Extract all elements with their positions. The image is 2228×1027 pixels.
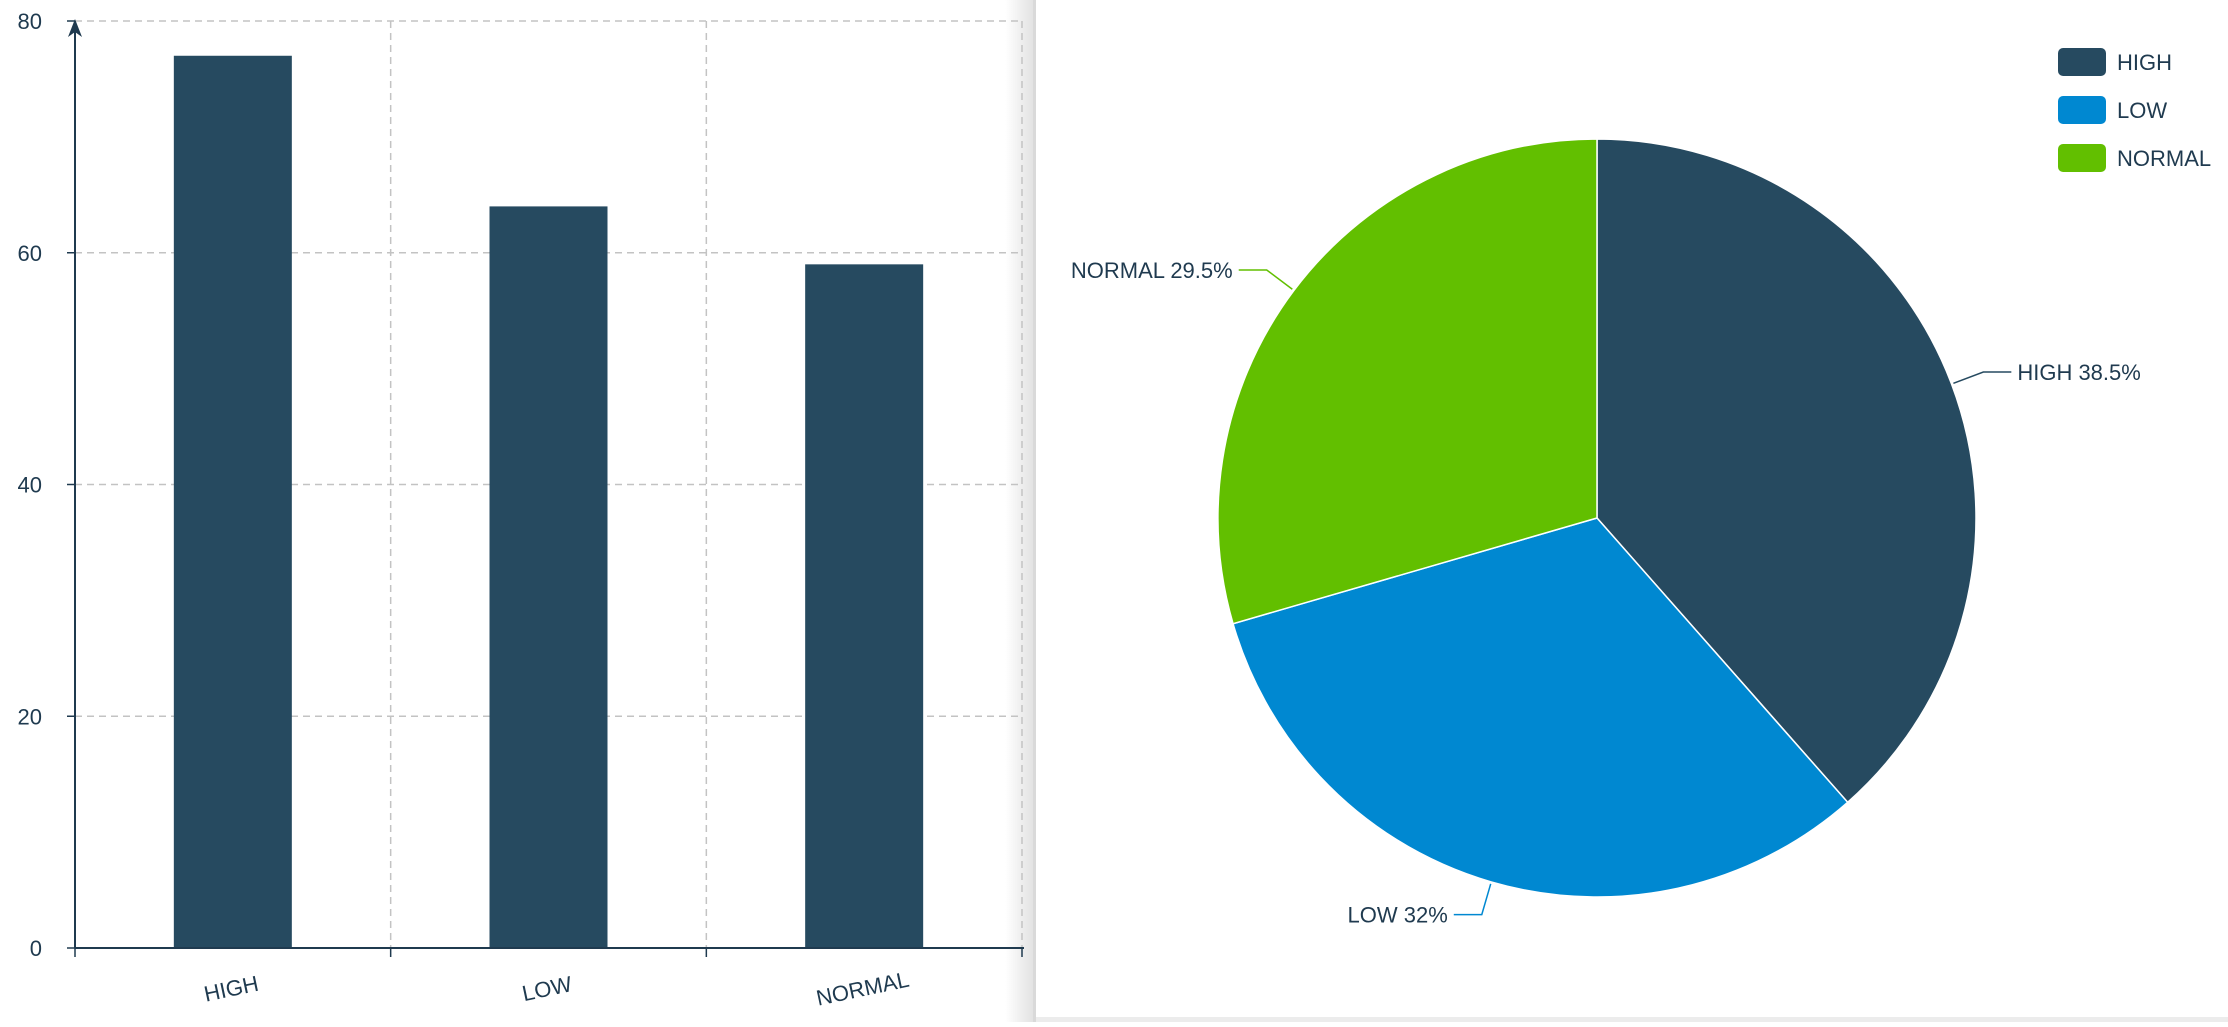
bar-chart-y-tick-label: 80 xyxy=(18,9,42,34)
legend-item-high: HIGH xyxy=(2058,48,2172,76)
pie-legend: HIGH LOW NORMAL xyxy=(2058,48,2211,172)
pie-slice-label: HIGH 38.5% xyxy=(2017,360,2141,385)
legend-label: HIGH xyxy=(2117,50,2172,75)
pie-slice-high xyxy=(1596,138,1977,804)
legend-label: NORMAL xyxy=(2117,146,2211,171)
bar-normal xyxy=(805,264,924,948)
pie-slice-low xyxy=(1232,517,1849,898)
panel-divider-shadow xyxy=(1005,0,1035,1022)
bar-low xyxy=(489,206,608,948)
legend-swatch-low xyxy=(2058,96,2106,124)
pie-leader-line xyxy=(1238,269,1293,290)
pie-slice-normal xyxy=(1217,138,1598,625)
legend-label: LOW xyxy=(2117,98,2167,123)
bar-chart-y-tick-label: 60 xyxy=(18,241,42,266)
panel-divider xyxy=(1033,0,1036,1022)
legend-swatch-normal xyxy=(2058,144,2106,172)
pie-leader-line xyxy=(1953,371,2012,385)
y-axis-arrow-icon xyxy=(68,19,82,37)
bar-chart-y-tick-label: 20 xyxy=(18,704,42,729)
legend-item-low: LOW xyxy=(2058,96,2167,124)
bar-high xyxy=(173,55,292,948)
legend-item-normal: NORMAL xyxy=(2058,144,2211,172)
legend-swatch-high xyxy=(2058,48,2106,76)
bar-chart-y-tick-label: 40 xyxy=(18,473,42,498)
bar-chart-y-tick-label: 0 xyxy=(30,936,42,961)
pie-slice-label: NORMAL 29.5% xyxy=(1071,258,1233,283)
pie-leader-line xyxy=(1453,883,1492,916)
pie-slice-label: LOW 32% xyxy=(1348,903,1448,928)
pie-chart: HIGH 38.5% LOW 32% NORMAL 29.5% HIGH LOW NORM… xyxy=(1071,48,2211,928)
panel-bottom-edge xyxy=(1036,1017,2228,1022)
